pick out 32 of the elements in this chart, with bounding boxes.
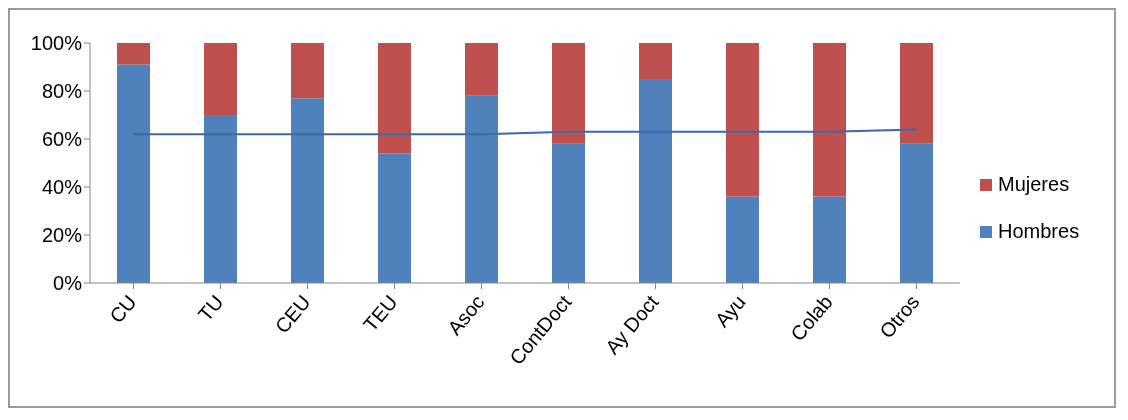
x-tick-label: TEU: [359, 290, 402, 336]
y-tick-label: 60%: [41, 128, 83, 151]
bar: [378, 43, 411, 154]
x-tick-label: Ayu: [710, 290, 750, 332]
bar: [900, 143, 933, 283]
bar: [465, 43, 498, 96]
bar: [813, 43, 846, 197]
bar: [639, 79, 672, 283]
bar: [552, 143, 585, 283]
bar: [813, 196, 846, 283]
legend-label: Mujeres: [998, 173, 1070, 196]
bar: [552, 43, 585, 144]
y-tick-label: 80%: [41, 80, 83, 103]
bar: [726, 43, 759, 197]
bar: [639, 43, 672, 79]
bar: [204, 43, 237, 115]
legend-label: Hombres: [998, 220, 1080, 243]
bar: [117, 43, 150, 65]
bar: [204, 115, 237, 283]
bar: [117, 64, 150, 283]
y-tick-label: 100%: [30, 32, 83, 55]
bar: [900, 43, 933, 144]
bar: [291, 98, 324, 283]
y-tick-label: 20%: [41, 224, 83, 247]
bar: [291, 43, 324, 99]
bar: [465, 95, 498, 283]
x-tick-label: CU: [105, 290, 141, 328]
x-tick-label: TU: [193, 290, 228, 326]
bar: [726, 196, 759, 283]
y-tick-label: 0%: [53, 272, 83, 295]
y-tick-label: 40%: [41, 176, 83, 199]
bar: [378, 153, 411, 283]
